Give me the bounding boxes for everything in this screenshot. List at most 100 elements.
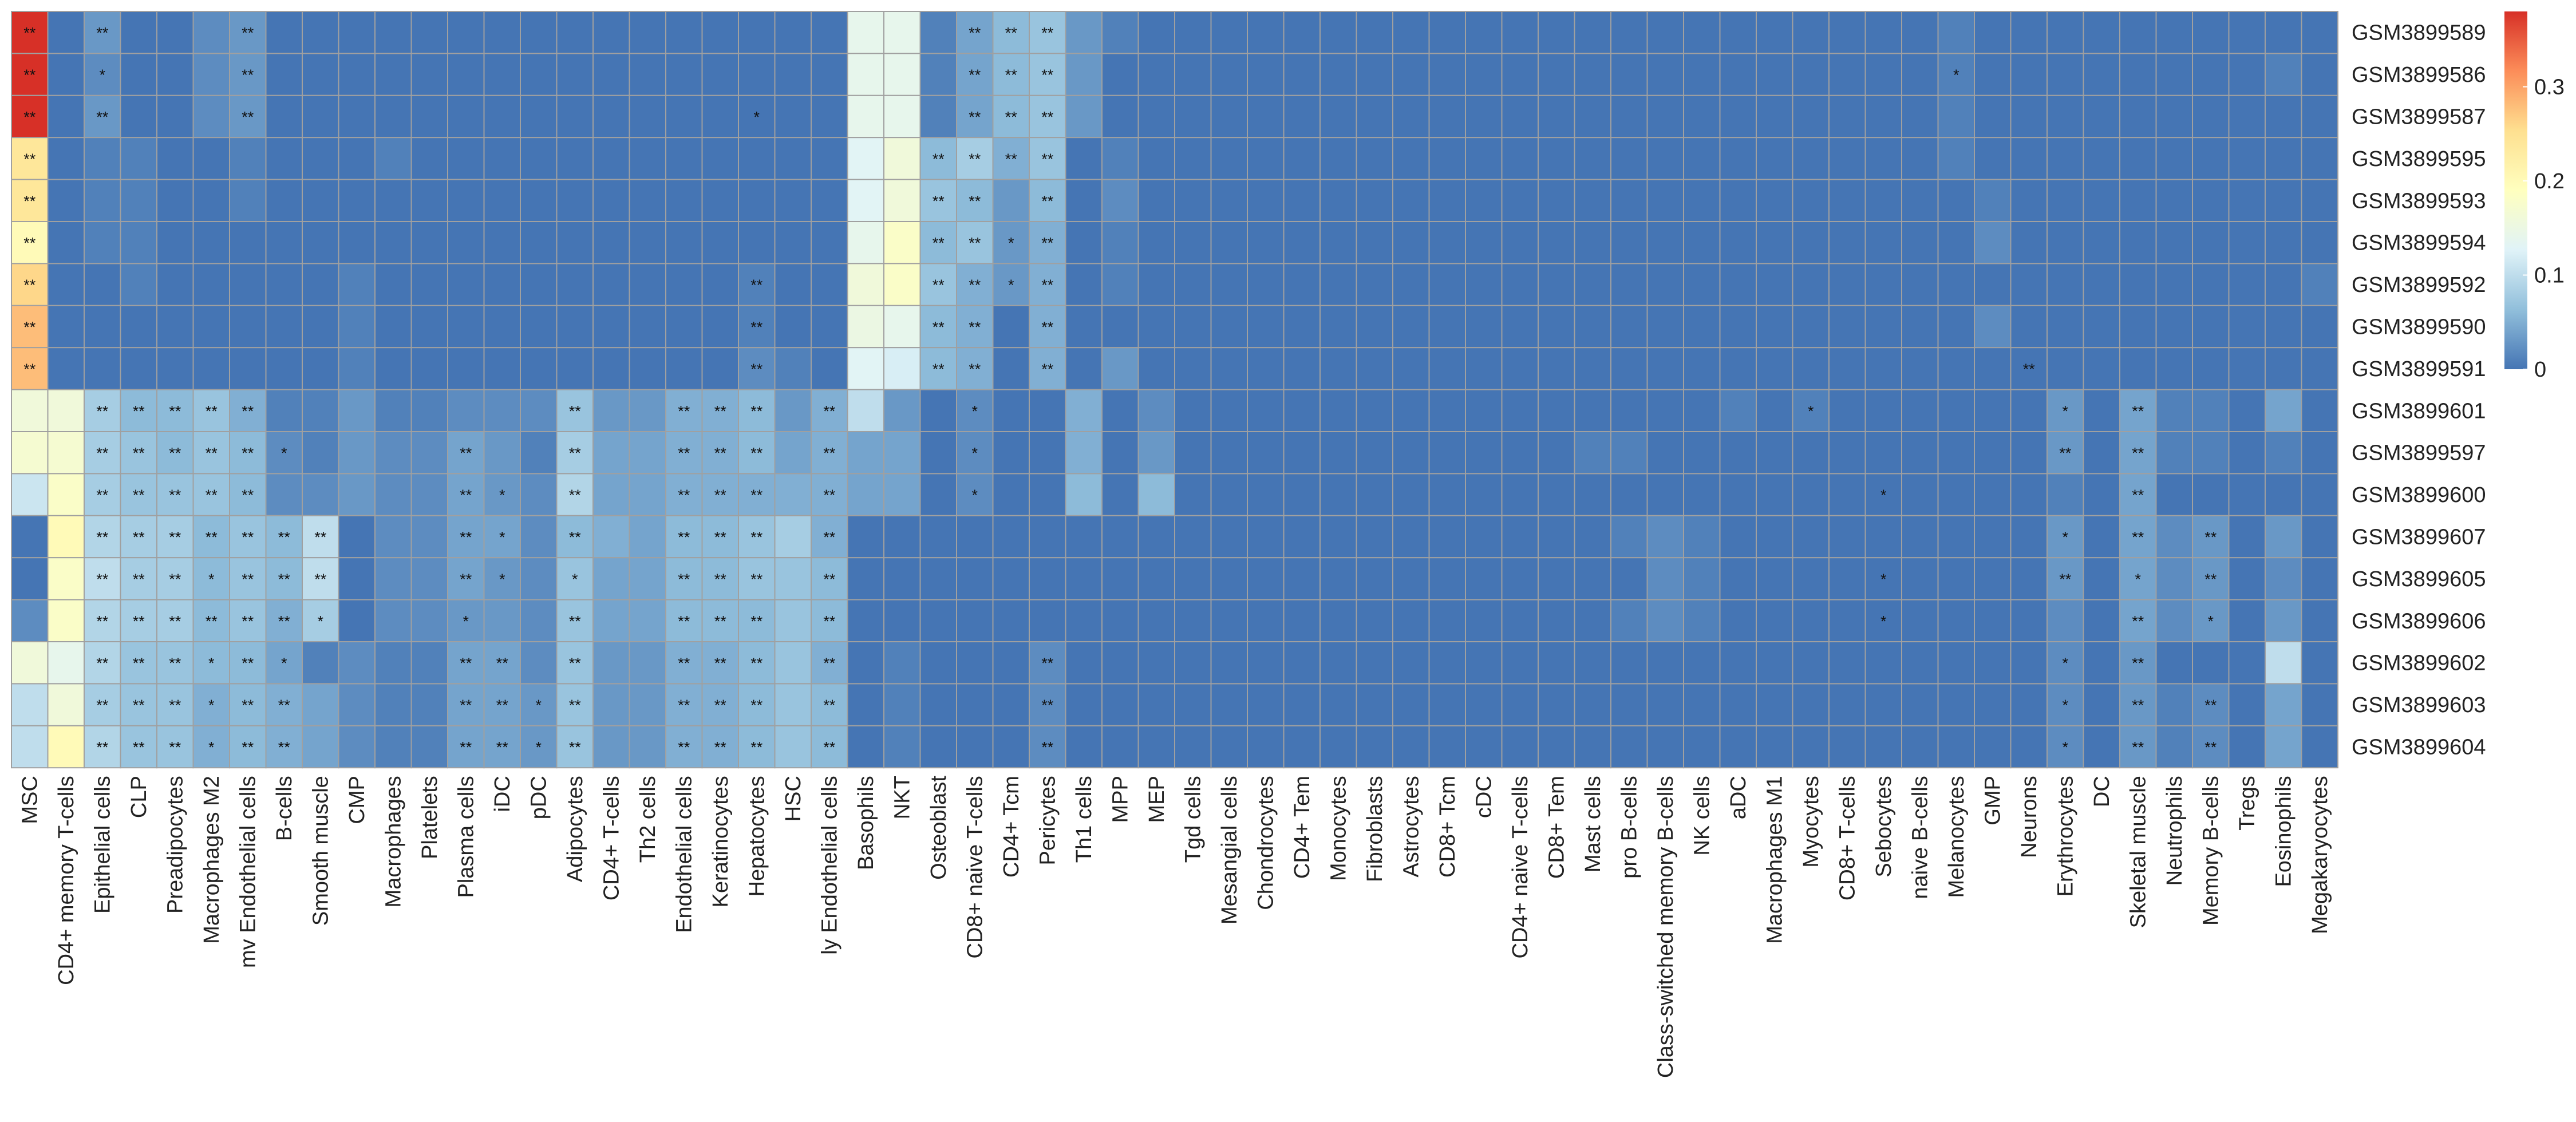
heatmap-cell <box>2046 347 2084 390</box>
heatmap-cell <box>2046 683 2084 726</box>
heatmap-cell <box>1756 431 1793 475</box>
heatmap-cell <box>1937 473 1975 516</box>
significance-mark: ** <box>678 445 690 462</box>
heatmap-cell <box>1538 94 1575 139</box>
heatmap-cell <box>1283 11 1321 54</box>
heatmap-cell <box>447 53 485 96</box>
heatmap-cell <box>1356 137 1393 180</box>
heatmap-cell <box>556 515 594 559</box>
row-label: GSM3899597 <box>2352 441 2486 465</box>
significance-mark: ** <box>569 655 582 672</box>
column-label: Basophils <box>854 776 878 870</box>
column-label: Adipocytes <box>563 776 587 882</box>
heatmap-cell <box>1428 431 1466 475</box>
legend-color-bar <box>2504 11 2527 369</box>
heatmap-cell <box>1283 53 1321 96</box>
heatmap-cell <box>738 221 776 264</box>
heatmap-cell <box>1646 557 1684 600</box>
heatmap-cell <box>1501 53 1539 96</box>
heatmap-cell <box>774 137 812 180</box>
row-label: GSM3899607 <box>2352 526 2486 550</box>
heatmap-cell <box>192 137 230 180</box>
significance-mark: ** <box>714 529 727 546</box>
heatmap-cell <box>629 515 666 559</box>
column-label: pro B-cells <box>1618 776 1642 879</box>
heatmap-cell <box>992 431 1030 475</box>
heatmap-cell <box>156 515 194 559</box>
heatmap-cell <box>956 137 994 180</box>
heatmap-cell <box>1210 725 1248 769</box>
heatmap-cell <box>120 94 157 139</box>
heatmap-cell <box>592 515 630 559</box>
heatmap-cell <box>665 53 703 96</box>
heatmap-cell <box>1065 473 1103 516</box>
heatmap-cell <box>1538 11 1575 54</box>
heatmap-cell <box>883 221 921 264</box>
significance-mark: ** <box>206 402 218 420</box>
heatmap-cell <box>1756 515 1793 559</box>
significance-mark: ** <box>750 571 763 588</box>
heatmap-cell <box>483 94 521 139</box>
heatmap-cell <box>1174 683 1212 726</box>
heatmap-cell <box>811 431 848 475</box>
heatmap-cell <box>1428 11 1466 54</box>
significance-mark: ** <box>278 613 291 630</box>
significance-mark: ** <box>569 445 582 462</box>
row-label: GSM3899586 <box>2352 63 2486 87</box>
heatmap-cell <box>374 641 412 685</box>
heatmap-cell <box>1065 431 1103 475</box>
column-label: Tgd cells <box>1182 776 1206 863</box>
significance-mark: ** <box>569 487 582 504</box>
heatmap-cell <box>1174 599 1212 642</box>
heatmap-cell <box>447 725 485 769</box>
heatmap-cell <box>1864 305 1902 349</box>
heatmap-cell <box>2119 11 2157 54</box>
significance-mark: ** <box>278 529 291 546</box>
significance-mark: ** <box>714 655 727 672</box>
column-label: Hepatocytes <box>745 776 769 896</box>
heatmap-cell <box>1101 683 1139 726</box>
heatmap-cell <box>2192 263 2230 306</box>
column-label: Mesangial cells <box>1218 776 1242 925</box>
heatmap-cell <box>2301 94 2338 139</box>
heatmap-cell <box>483 347 521 390</box>
heatmap-cell <box>302 641 339 685</box>
significance-mark: ** <box>969 25 981 42</box>
row-label: GSM3899592 <box>2352 273 2486 297</box>
column-label: CMP <box>345 776 369 824</box>
heatmap-cell <box>84 263 121 306</box>
heatmap-cell <box>47 53 85 96</box>
heatmap-cell <box>1756 389 1793 432</box>
heatmap-cell <box>374 389 412 432</box>
significance-mark: ** <box>460 529 472 546</box>
heatmap-cell <box>338 305 376 349</box>
legend-tick-label: 0.1 <box>2534 264 2565 288</box>
heatmap-cell <box>811 347 848 390</box>
significance-mark: ** <box>96 25 109 42</box>
column-label: CD4+ memory T-cells <box>54 776 78 985</box>
heatmap-cell <box>447 94 485 139</box>
heatmap-cell <box>410 389 448 432</box>
heatmap-cell <box>1828 557 1866 600</box>
heatmap-cell <box>1756 179 1793 223</box>
significance-mark: ** <box>496 739 509 756</box>
heatmap-cell <box>1501 263 1539 306</box>
heatmap-cell <box>847 683 884 726</box>
heatmap-cell <box>1283 557 1321 600</box>
heatmap-cell <box>629 473 666 516</box>
heatmap-cell <box>629 683 666 726</box>
heatmap-cell <box>2119 221 2157 264</box>
heatmap-cell <box>2265 11 2302 54</box>
significance-mark: ** <box>133 402 145 420</box>
heatmap-cell <box>2192 221 2230 264</box>
heatmap-cell <box>2046 599 2084 642</box>
heatmap-cell <box>592 305 630 349</box>
heatmap-cell <box>156 263 194 306</box>
heatmap-cell <box>1065 599 1103 642</box>
heatmap-cell <box>992 725 1030 769</box>
heatmap-cell <box>1101 557 1139 600</box>
significance-mark: * <box>1808 402 1814 420</box>
heatmap-cell <box>665 473 703 516</box>
significance-mark: ** <box>169 445 181 462</box>
heatmap-cell <box>2083 263 2120 306</box>
